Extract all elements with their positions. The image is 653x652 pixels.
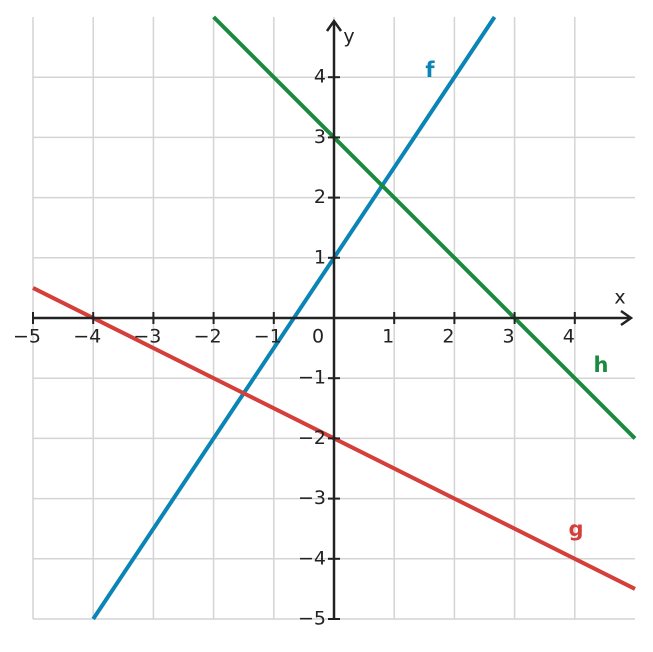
y-tick-label: 2	[314, 186, 326, 208]
x-axis-label: x	[614, 287, 625, 309]
x-tick-label: −2	[194, 326, 222, 348]
y-axis	[325, 18, 343, 619]
line-label: h	[594, 353, 609, 377]
line	[212, 15, 637, 440]
x-tick-label: 3	[503, 326, 515, 348]
y-tick-label: −1	[298, 367, 326, 389]
y-tick-label: 3	[314, 126, 326, 148]
x-tick-label: 4	[563, 326, 575, 348]
x-tick-label: −5	[13, 326, 41, 348]
y-tick-label: −5	[298, 608, 326, 630]
line-label: f	[425, 58, 435, 82]
y-tick-label: −3	[298, 487, 326, 509]
y-tick-label: −4	[298, 547, 326, 569]
y-axis-label: y	[343, 26, 354, 48]
x-tick-label: −1	[254, 326, 282, 348]
x-tick-label: 0	[312, 326, 324, 348]
y-tick-label: 1	[314, 246, 326, 268]
x-axis	[33, 309, 634, 327]
x-tick-label: −3	[133, 326, 161, 348]
y-tick-label: −2	[298, 427, 326, 449]
x-tick-label: 1	[382, 326, 394, 348]
x-tick-label: 2	[442, 326, 454, 348]
line-label: g	[568, 517, 583, 541]
x-tick-label: −4	[73, 326, 101, 348]
y-tick-label: 4	[314, 66, 326, 88]
